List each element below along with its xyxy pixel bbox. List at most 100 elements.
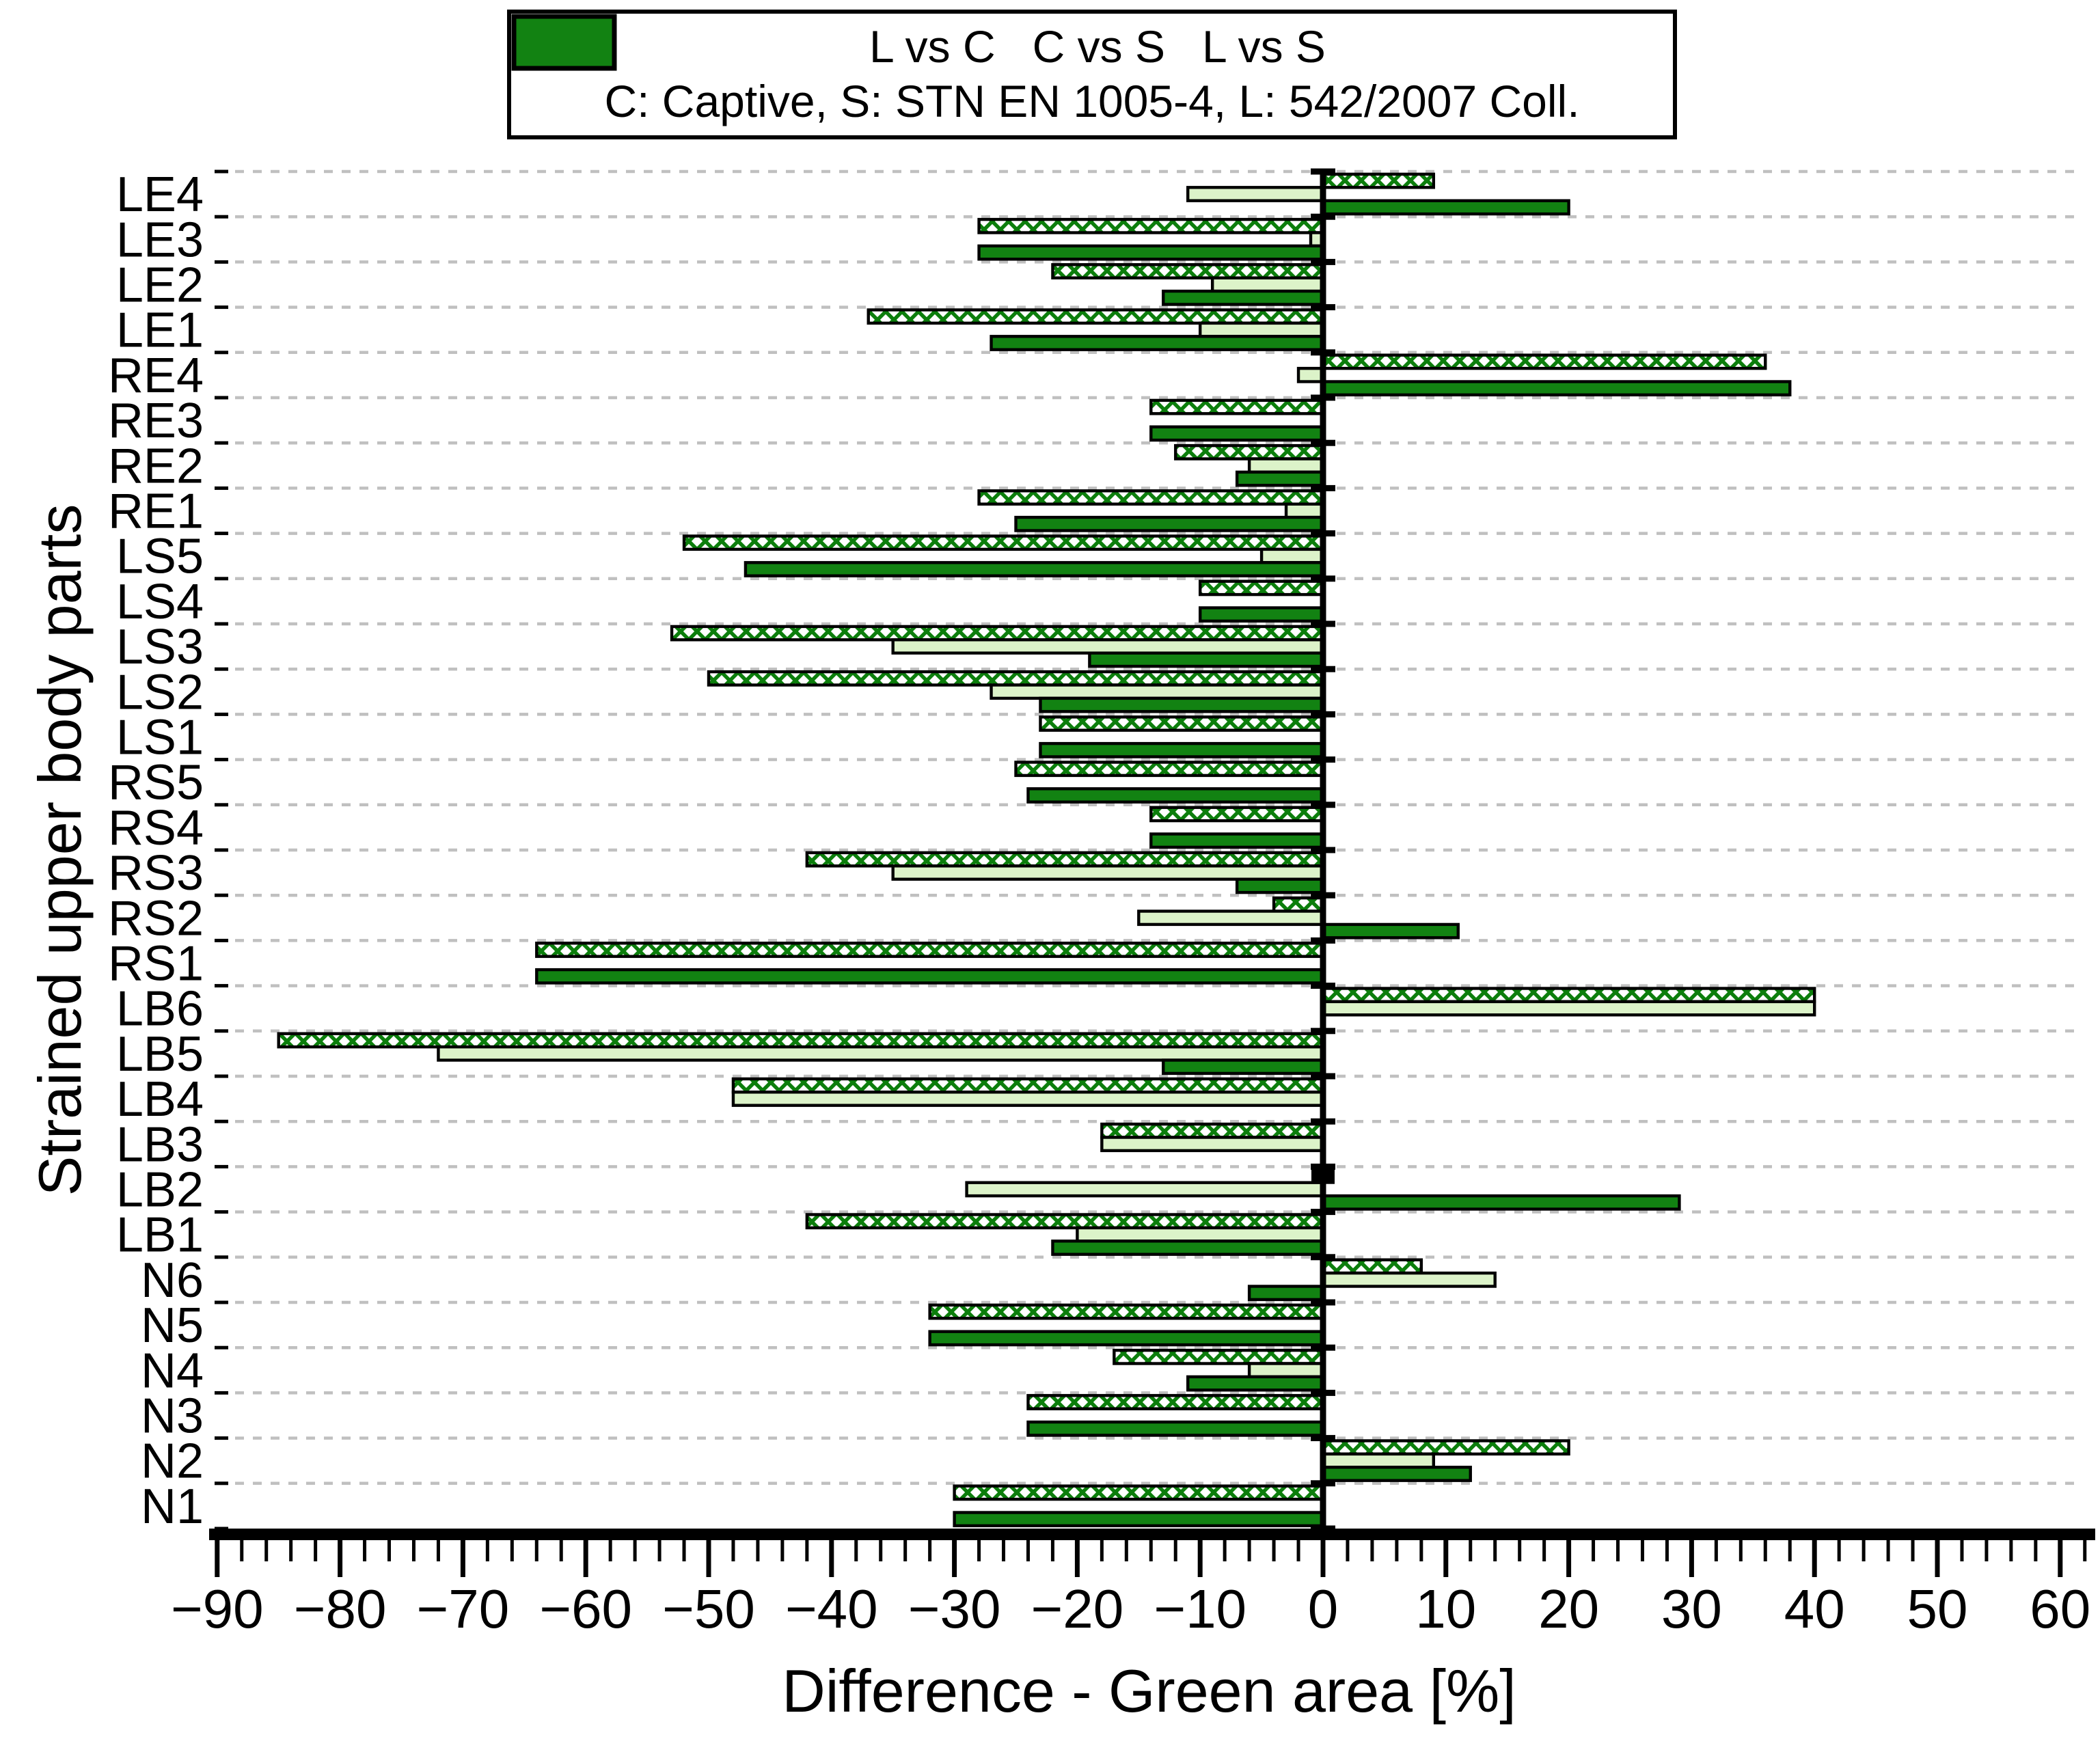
x-axis-minor-tick [731,1540,735,1561]
bar-RE3-L-vs-S [1149,425,1325,442]
bar-N5-L-vs-C [928,1303,1325,1320]
y-axis-tick [215,622,228,626]
x-axis-major-tick [952,1540,957,1577]
bar-LB4-L-vs-C [731,1077,1325,1094]
x-axis-minor-tick [534,1540,538,1561]
bar-N2-L-vs-C [1321,1439,1570,1456]
x-axis-minor-tick [977,1540,981,1561]
x-axis-major-tick [460,1540,465,1577]
bar-RS5-L-vs-C [1014,761,1325,778]
zero-axis-tick [1311,1389,1335,1396]
bar-LB5-L-vs-S [1162,1058,1325,1076]
zero-axis-tick [1311,620,1335,627]
bar-LE4-L-vs-S [1321,199,1570,216]
x-tick-label: 60 [2030,1578,2090,1639]
zero-axis-tick [1311,349,1335,356]
x-axis-minor-tick [1493,1540,1497,1561]
zero-axis-tick [1311,439,1335,446]
x-axis-minor-tick [387,1540,392,1561]
x-axis-minor-tick [1665,1540,1669,1561]
y-category-label: RS1 [108,937,204,991]
y-axis-tick [215,712,228,716]
x-axis-minor-tick [608,1540,612,1561]
y-axis-tick [215,532,228,536]
y-axis-tick [215,984,228,988]
bar-N6-L-vs-C [1321,1258,1423,1275]
x-tick-label: −80 [294,1578,387,1639]
x-axis-major-tick [1566,1540,1572,1577]
x-axis-minor-tick [1419,1540,1423,1561]
x-tick-label: −60 [539,1578,632,1639]
bar-LS5-C-vs-S [1259,547,1325,564]
bar-LB1-C-vs-S [1076,1226,1325,1243]
bar-LE1-C-vs-S [1198,321,1325,338]
zero-axis-tick [1311,666,1335,672]
y-category-label: LB6 [116,982,204,1037]
bar-RS2-L-vs-S [1321,922,1460,940]
x-axis-major-tick [706,1540,711,1577]
bar-RS1-L-vs-C [535,942,1325,958]
zero-axis-tick [1311,1209,1335,1216]
y-category-label: LB5 [116,1027,204,1082]
zero-axis-tick [1311,213,1335,220]
bar-LS3-C-vs-S [891,638,1325,655]
bar-LE2-L-vs-C [1051,263,1325,279]
bar-LB2-L-vs-S [1321,1194,1681,1211]
y-category-label: RE1 [108,484,204,539]
bar-LS1-L-vs-C [1039,715,1325,732]
bar-RS5-L-vs-S [1026,787,1325,804]
zero-axis-tick [1311,1118,1335,1125]
bar-RS3-C-vs-S [891,864,1325,881]
y-axis-tick [215,169,228,174]
x-axis-minor-tick [1002,1540,1006,1561]
bar-RE4-L-vs-S [1321,380,1792,397]
x-axis-minor-tick [1640,1540,1644,1561]
zero-axis-tick [1311,530,1335,537]
x-axis-major-tick [1935,1540,1940,1577]
y-category-label: RS5 [108,756,204,810]
y-axis-tick [215,1255,228,1259]
y-category-label: RS2 [108,891,204,946]
x-axis-major-tick [1074,1540,1080,1577]
x-axis-minor-tick [854,1540,858,1561]
x-axis-minor-tick [264,1540,269,1561]
y-category-label: RS4 [108,801,204,856]
bar-LS2-L-vs-S [1039,696,1325,713]
zero-axis-tick [1311,1344,1335,1351]
zero-axis-tick [1311,258,1335,265]
x-axis-minor-tick [1272,1540,1276,1561]
y-axis-tick [215,351,228,355]
x-axis-minor-tick [314,1540,318,1561]
bar-LB4-C-vs-S [731,1091,1325,1107]
x-axis-minor-tick [1985,1540,1989,1561]
x-axis-minor-tick [2009,1540,2013,1561]
x-axis-minor-tick [510,1540,514,1561]
y-axis-tick [215,1436,228,1440]
x-axis-minor-tick [1886,1540,1890,1561]
bar-N3-L-vs-C [1026,1394,1325,1410]
x-tick-label: 10 [1415,1578,1476,1639]
legend-note: C: Captive, S: STN EN 1005-4, L: 542/200… [604,76,1580,126]
y-axis-tick [215,938,228,942]
bar-RS4-L-vs-S [1149,832,1325,849]
zero-axis-tick [1311,1435,1335,1442]
x-axis-minor-tick [1542,1540,1546,1561]
bar-LB5-L-vs-C [277,1032,1325,1049]
x-axis-minor-tick [289,1540,293,1561]
y-category-label: RE4 [108,348,204,403]
y-category-label: RE2 [108,439,204,493]
bar-LE4-C-vs-S [1186,186,1325,202]
bar-LS4-L-vs-S [1198,606,1325,623]
x-axis-minor-tick [1247,1540,1251,1561]
x-axis-major-tick [829,1540,834,1577]
y-axis-title: Strained upper body parts [26,504,94,1196]
y-category-label: LB2 [116,1163,204,1218]
x-axis-minor-tick [1738,1540,1743,1561]
bar-LS3-L-vs-C [670,625,1325,642]
y-category-label: LE4 [116,167,204,222]
x-axis-minor-tick [1296,1540,1300,1561]
y-category-label: N5 [141,1298,204,1353]
y-axis-tick [215,1210,228,1214]
zero-axis-tick [1311,1299,1335,1306]
